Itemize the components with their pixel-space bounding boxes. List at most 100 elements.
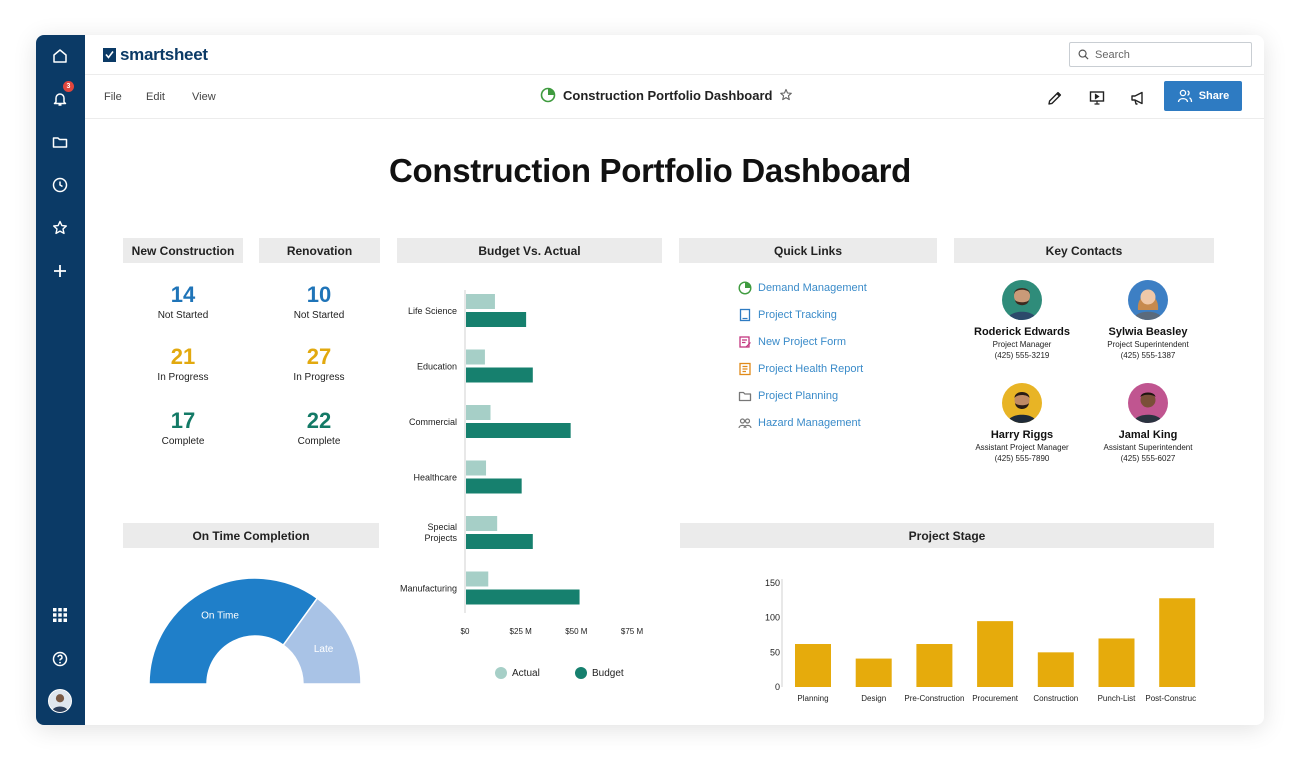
x-tick-label: $50 M <box>565 627 588 636</box>
quick-links-heading: Quick Links <box>679 238 937 263</box>
bar-punch-list <box>1098 638 1135 687</box>
apps-grid-icon[interactable] <box>48 603 72 627</box>
share-button[interactable]: Share <box>1164 81 1242 111</box>
quick-link-new-project-form[interactable]: New Project Form <box>738 335 846 349</box>
plus-icon[interactable] <box>48 259 72 283</box>
quick-link-project-planning[interactable]: Project Planning <box>738 389 838 403</box>
contact-role: Project Superintendent <box>1107 340 1189 349</box>
contact-card: Roderick Edwards Project Manager (425) 5… <box>957 280 1087 360</box>
on-time-completion-chart: On Time Late <box>148 577 362 685</box>
bar-construction <box>1037 652 1074 687</box>
contact-phone: (425) 555-3219 <box>994 351 1050 360</box>
contact-card: Jamal King Assistant Superintendent (425… <box>1083 383 1213 463</box>
menu-bar: File Edit View Construction Portfolio Da… <box>85 75 1264 119</box>
dashboard-title: Construction Portfolio Dashboard <box>388 152 912 189</box>
stat-value: 22 <box>306 408 332 433</box>
stat-value: 21 <box>170 344 196 369</box>
legend-swatch-budget <box>575 667 587 679</box>
search-box[interactable] <box>1069 42 1252 67</box>
stat-label: In Progress <box>293 372 345 383</box>
bar-actual-education <box>466 349 485 365</box>
avatar <box>1002 280 1042 320</box>
budget-vs-actual-chart: Life Science Education Commercial Healthcar… <box>400 290 643 679</box>
stat-label: Not Started <box>157 310 209 321</box>
category-label-special-projects: Special <box>427 522 457 532</box>
contact-card: Harry Riggs Assistant Project Manager (4… <box>957 383 1087 463</box>
bar-budget-special-projects <box>466 534 533 549</box>
category-label-special-projects: Projects <box>424 533 457 543</box>
notification-badge: 3 <box>63 81 74 92</box>
ren-complete-stat: 22 Complete <box>259 408 379 447</box>
bar-actual-healthcare <box>466 460 487 476</box>
quick-link-project-health-report[interactable]: Project Health Report <box>738 362 863 376</box>
megaphone-icon[interactable] <box>1128 88 1148 108</box>
home-icon[interactable] <box>48 44 72 68</box>
menu-edit[interactable]: Edit <box>146 91 165 103</box>
category-label-procurement: Procurement <box>972 694 1019 703</box>
quick-link-label: Project Health Report <box>758 363 864 375</box>
folder-icon[interactable] <box>48 130 72 154</box>
stat-value: 14 <box>170 282 196 307</box>
share-label: Share <box>1198 90 1230 102</box>
slice-on-time <box>148 577 319 685</box>
quick-link-label: Hazard Management <box>758 417 861 429</box>
contact-phone: (425) 555-1387 <box>1120 351 1176 360</box>
nc-in-progress-stat: 21 In Progress <box>123 344 243 383</box>
stat-value: 27 <box>306 344 332 369</box>
legend-label-budget: Budget <box>592 668 624 679</box>
quick-link-hazard-management[interactable]: Hazard Management <box>738 416 861 430</box>
x-tick-label: $25 M <box>510 627 533 636</box>
favorite-star-icon[interactable] <box>779 88 793 102</box>
sheet-title: Construction Portfolio Dashboard <box>540 87 793 103</box>
bar-design <box>855 658 892 687</box>
bar-budget-manufacturing <box>466 589 580 605</box>
slice-label-on-time: On Time <box>201 610 239 621</box>
ren-in-progress-stat: 27 In Progress <box>259 344 379 383</box>
y-tick-label: 150 <box>765 578 780 588</box>
legend-swatch-actual <box>495 667 507 679</box>
edit-pencil-icon[interactable] <box>1045 88 1065 108</box>
menu-file[interactable]: File <box>104 91 122 103</box>
star-icon[interactable] <box>48 216 72 240</box>
sheet-title-text: Construction Portfolio Dashboard <box>563 87 773 103</box>
presentation-icon[interactable] <box>1087 88 1107 108</box>
clock-icon[interactable] <box>48 173 72 197</box>
y-tick-label: 100 <box>765 613 780 623</box>
bar-actual-special-projects <box>466 516 498 531</box>
x-tick-label: $0 <box>461 627 470 636</box>
bell-icon[interactable]: 3 <box>48 81 74 111</box>
new-construction-heading: New Construction <box>123 238 243 263</box>
smartsheet-logo[interactable]: smartsheet <box>103 45 208 65</box>
bar-procurement <box>977 621 1014 687</box>
budget-heading: Budget Vs. Actual <box>397 238 662 263</box>
category-label-manufacturing: Manufacturing <box>400 584 457 594</box>
project-stage-chart: 0 50 100 150 Planning Design Pre-Construction P… <box>765 578 1196 703</box>
slice-label-late: Late <box>314 644 334 655</box>
contact-name: Harry Riggs <box>990 429 1054 441</box>
menu-view[interactable]: View <box>192 91 216 103</box>
search-input[interactable] <box>1095 48 1235 61</box>
help-icon[interactable] <box>48 647 72 671</box>
bar-post-construction <box>1159 598 1196 687</box>
app-window: 3 <box>36 35 1264 725</box>
bar-budget-education <box>466 367 533 383</box>
category-label-life-science: Life Science <box>408 306 457 316</box>
quick-link-label: Demand Management <box>758 282 867 294</box>
contact-phone: (425) 555-7890 <box>994 454 1050 463</box>
logo-text: smartsheet <box>120 45 208 64</box>
category-label-planning: Planning <box>797 694 828 703</box>
search-icon <box>1078 49 1089 60</box>
quick-link-project-tracking[interactable]: Project Tracking <box>738 308 837 322</box>
bar-actual-manufacturing <box>466 571 489 587</box>
contact-name: Roderick Edwards <box>974 326 1070 338</box>
bar-actual-commercial <box>466 405 491 420</box>
on-time-heading: On Time Completion <box>123 523 379 548</box>
top-bar: smartsheet <box>85 35 1264 75</box>
category-label-education: Education <box>417 362 457 372</box>
legend-label-actual: Actual <box>512 668 540 679</box>
user-avatar[interactable] <box>48 689 72 713</box>
contact-role: Assistant Superintendent <box>1103 443 1193 452</box>
nc-complete-stat: 17 Complete <box>123 408 243 447</box>
nc-not-started-stat: 14 Not Started <box>123 282 243 321</box>
quick-link-demand-management[interactable]: Demand Management <box>738 281 867 295</box>
